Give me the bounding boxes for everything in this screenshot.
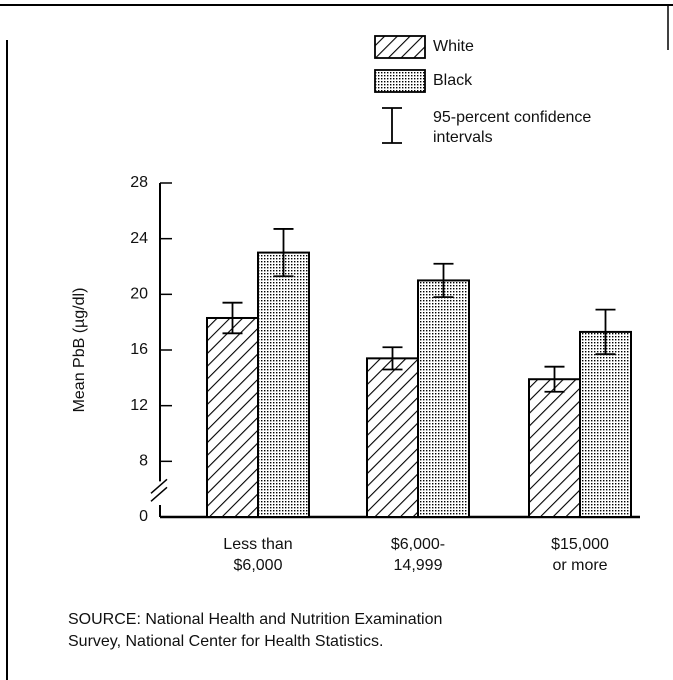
legend-swatch	[374, 69, 426, 93]
y-axis-label: Mean PbB (µg/dl)	[71, 288, 88, 413]
x-tick-label: 14,999	[394, 557, 443, 574]
y-tick-label: 12	[130, 397, 148, 414]
legend-swatch	[374, 35, 426, 59]
legend-error-symbol	[382, 107, 402, 144]
y-tick-label: 16	[130, 341, 148, 358]
x-tick-label: $6,000	[234, 557, 283, 574]
error-bar	[595, 308, 616, 356]
x-tick-label: $6,000-	[391, 536, 445, 553]
y-tick-label: 24	[130, 230, 148, 247]
bar	[257, 251, 310, 518]
y-tick-label: 28	[130, 174, 148, 191]
error-bar	[273, 228, 294, 278]
x-tick-label: Less than	[223, 536, 292, 553]
bar	[579, 330, 632, 518]
bar	[206, 316, 259, 518]
y-tick-label: 8	[139, 453, 148, 470]
error-bar	[544, 365, 565, 393]
error-bar	[433, 262, 454, 299]
legend-label: 95-percent confidence	[433, 109, 591, 126]
error-bar	[382, 346, 403, 371]
bar	[366, 357, 419, 518]
legend-label: White	[433, 38, 474, 55]
y-tick-label: 0	[139, 508, 148, 525]
y-tick-label: 20	[130, 286, 148, 303]
x-tick-label: $15,000	[551, 536, 609, 553]
error-bar	[222, 301, 243, 335]
x-tick-label: or more	[552, 557, 607, 574]
source-note: Survey, National Center for Health Stati…	[68, 633, 383, 650]
source-note: SOURCE: National Health and Nutrition Ex…	[68, 611, 442, 628]
bar	[417, 279, 470, 518]
axis-break	[150, 478, 168, 494]
axis-break	[150, 486, 168, 502]
bar	[528, 378, 581, 518]
legend-label: Black	[433, 72, 473, 89]
legend-label: intervals	[433, 129, 493, 146]
